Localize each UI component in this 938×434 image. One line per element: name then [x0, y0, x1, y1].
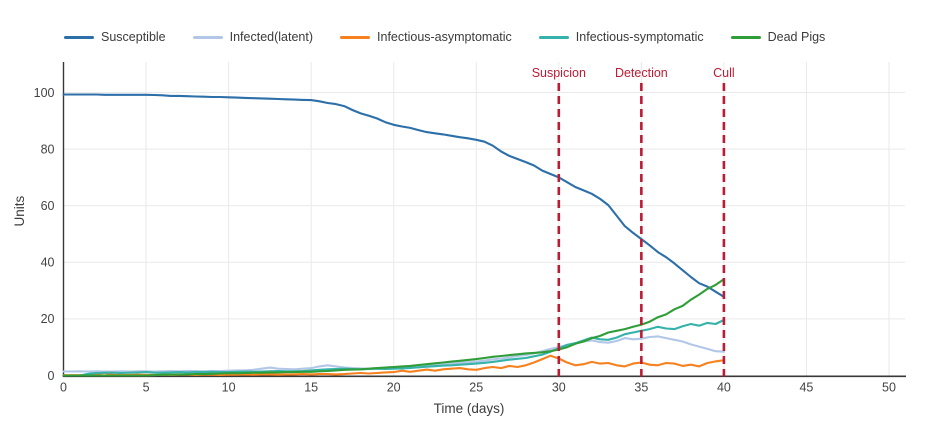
- legend-item-infected-latent[interactable]: Infected(latent): [192, 30, 314, 44]
- legend-line-swatch: [730, 35, 761, 39]
- x-tick-label: 35: [634, 381, 648, 395]
- x-tick-label: 20: [387, 381, 401, 395]
- legend-label: Infectious-symptomatic: [575, 30, 704, 44]
- y-tick-label: 20: [41, 312, 55, 326]
- y-tick-label: 100: [34, 86, 55, 100]
- series-line-dead-pigs: [62, 278, 725, 377]
- legend: Susceptible Infected(latent) Infectious-as…: [64, 31, 825, 44]
- series-line-infectious-symptomatic: [62, 318, 725, 377]
- x-tick-label: 5: [143, 381, 150, 395]
- legend-item-susceptible[interactable]: Susceptible: [64, 31, 166, 44]
- legend-item-dead-pigs[interactable]: Dead Pigs: [730, 30, 826, 44]
- series-line-susceptible: [62, 93, 725, 298]
- legend-label: Susceptible: [101, 30, 166, 44]
- legend-line-swatch: [538, 35, 569, 39]
- y-tick-label: 0: [48, 369, 55, 383]
- x-tick-label: 25: [469, 381, 483, 395]
- x-tick-label: 40: [717, 381, 731, 395]
- annotation-label-detection: Detection: [614, 66, 668, 80]
- legend-label: Dead Pigs: [767, 30, 826, 44]
- legend-line-swatch: [192, 35, 223, 39]
- x-tick-label: 0: [60, 381, 67, 395]
- x-tick-label: 30: [552, 381, 566, 395]
- x-axis-title: Time (days): [433, 401, 505, 416]
- legend-line-swatch: [64, 35, 94, 39]
- annotation-label-suspicion: Suspicion: [531, 66, 586, 80]
- x-tick-label: 10: [222, 381, 236, 395]
- legend-item-infectious-asymptomatic[interactable]: Infectious-asymptomatic: [340, 31, 512, 44]
- x-tick-label: 45: [799, 381, 813, 395]
- y-tick-label: 80: [41, 142, 55, 156]
- x-tick-label: 50: [882, 381, 896, 395]
- y-tick-label: 60: [41, 199, 55, 213]
- legend-label: Infectious-asymptomatic: [377, 30, 512, 44]
- x-tick-label: 15: [304, 381, 318, 395]
- legend-line-swatch: [340, 35, 371, 39]
- y-tick-label: 40: [41, 256, 55, 270]
- legend-label: Infected(latent): [229, 30, 314, 44]
- annotation-label-cull: Cull: [713, 66, 735, 80]
- legend-item-infectious-symptomatic[interactable]: Infectious-symptomatic: [538, 30, 704, 44]
